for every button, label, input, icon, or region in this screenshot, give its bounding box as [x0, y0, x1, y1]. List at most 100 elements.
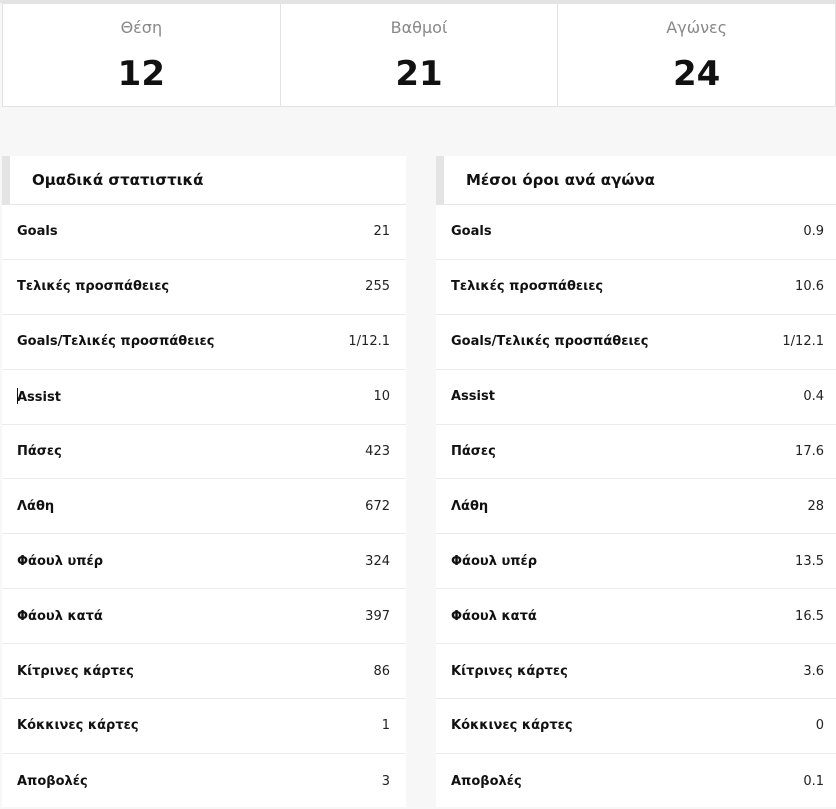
row-value: 0.1 [803, 773, 824, 789]
row-value: 3.6 [803, 663, 824, 679]
row-label-text: Λάθη [451, 498, 489, 514]
row-value: 13.5 [795, 553, 824, 569]
table-row: Goals/Τελικές προσπάθειες 1/12.1 [436, 315, 836, 370]
row-label-text: Assist [17, 390, 61, 406]
table-row: Τελικές προσπάθειες 10.6 [436, 260, 836, 315]
row-label: Κόκκινες κάρτες [451, 718, 573, 733]
row-value: 255 [365, 279, 390, 295]
table-row: Λάθη 28 [436, 479, 836, 535]
row-label: Πάσες [451, 444, 496, 459]
row-value: 672 [365, 498, 390, 514]
row-value: 0 [815, 718, 824, 734]
table-row: Κόκκινες κάρτες 0 [436, 699, 836, 754]
row-label: Φάουλ υπέρ [17, 554, 103, 569]
row-label: Αποβολές [451, 774, 522, 789]
row-value: 17.6 [795, 444, 824, 459]
table-row: Αποβολές 0.1 [436, 754, 836, 809]
row-label: Assist [17, 388, 61, 405]
stat-label: Θέση [120, 18, 163, 37]
table-row: Φάουλ κατά 397 [2, 589, 406, 645]
row-label: Goals [17, 224, 58, 239]
row-label: Λάθη [451, 499, 488, 514]
row-label-text: Goals/Τελικές προσπάθειες [451, 334, 649, 350]
row-label: Φάουλ υπέρ [451, 554, 537, 569]
stat-label: Αγώνες [666, 18, 728, 37]
row-label-text: Πάσες [451, 444, 496, 459]
averages-panel: Μέσοι όροι ανά αγώνα Goals 0.9 Τελικές προ… [436, 156, 836, 807]
table-row: Αποβολές 3 [2, 754, 406, 809]
table-row: Assist 10 [2, 370, 406, 425]
table-row: Goals/Τελικές προσπάθειες 1/12.1 [2, 315, 406, 370]
row-value: 423 [365, 444, 390, 459]
row-value: 10 [373, 389, 390, 405]
row-label: Goals/Τελικές προσπάθειες [17, 334, 214, 349]
table-row: Φάουλ υπέρ 13.5 [436, 534, 836, 590]
row-label-text: Κίτρινες κάρτες [17, 663, 134, 679]
row-label: Assist [451, 389, 495, 404]
table-row: Πάσες 423 [2, 425, 406, 480]
table-row: Goals 21 [2, 205, 406, 260]
row-label: Goals/Τελικές προσπάθειες [451, 334, 648, 349]
row-label: Φάουλ κατά [451, 609, 537, 624]
row-value: 0.4 [803, 389, 824, 405]
row-value: 0.9 [803, 224, 824, 240]
row-value: 1/12.1 [348, 334, 390, 350]
summary-matches: Αγώνες 24 [558, 4, 835, 106]
row-label-text: Λάθη [17, 498, 55, 514]
row-label: Τελικές προσπάθειες [17, 279, 169, 294]
table-row: Goals 0.9 [436, 205, 836, 260]
row-value: 3 [381, 773, 390, 789]
table-row: Assist 0.4 [436, 370, 836, 425]
row-label-text: Αποβολές [17, 773, 88, 789]
row-value: 86 [373, 663, 390, 679]
panel-title: Ομαδικά στατιστικά [2, 156, 406, 205]
row-label: Goals [451, 224, 492, 239]
row-label: Λάθη [17, 499, 54, 514]
row-label-text: Κόκκινες κάρτες [17, 718, 139, 734]
row-value: 1 [381, 718, 390, 734]
row-label: Φάουλ κατά [17, 609, 103, 624]
row-label-text: Αποβολές [451, 773, 522, 789]
row-label: Κίτρινες κάρτες [451, 664, 568, 679]
row-label-text: Goals [451, 224, 492, 240]
text-cursor [17, 388, 18, 405]
table-row: Κίτρινες κάρτες 3.6 [436, 644, 836, 700]
row-label-text: Assist [451, 389, 495, 405]
stat-label: Βαθμοί [390, 18, 448, 37]
summary-bar: Θέση 12 Βαθμοί 21 Αγώνες 24 [2, 3, 836, 107]
row-label: Πάσες [17, 444, 62, 459]
row-label-text: Φάουλ κατά [451, 608, 537, 624]
top-divider [0, 0, 836, 3]
table-row: Κίτρινες κάρτες 86 [2, 644, 406, 700]
row-value: 324 [365, 553, 390, 569]
row-label: Αποβολές [17, 774, 88, 789]
row-label-text: Κίτρινες κάρτες [451, 663, 568, 679]
row-label-text: Κόκκινες κάρτες [451, 718, 573, 734]
table-row: Λάθη 672 [2, 479, 406, 535]
row-label-text: Φάουλ υπέρ [17, 553, 104, 569]
row-value: 397 [365, 608, 390, 624]
row-label: Τελικές προσπάθειες [451, 279, 603, 294]
table-row: Φάουλ κατά 16.5 [436, 589, 836, 645]
row-value: 10.6 [795, 279, 824, 295]
panel-title: Μέσοι όροι ανά αγώνα [436, 156, 836, 205]
table-row: Κόκκινες κάρτες 1 [2, 699, 406, 754]
row-label-text: Goals/Τελικές προσπάθειες [17, 334, 215, 350]
table-row: Φάουλ υπέρ 324 [2, 534, 406, 590]
row-label-text: Τελικές προσπάθειες [451, 279, 604, 295]
row-label: Κόκκινες κάρτες [17, 718, 139, 733]
row-value: 21 [373, 224, 390, 240]
row-label-text: Φάουλ κατά [17, 608, 103, 624]
row-label-text: Πάσες [17, 444, 62, 459]
stat-value: 12 [117, 54, 165, 94]
stat-value: 24 [673, 54, 721, 94]
table-row: Τελικές προσπάθειες 255 [2, 260, 406, 315]
row-value: 16.5 [795, 608, 824, 624]
row-value: 28 [807, 498, 824, 514]
row-label-text: Φάουλ υπέρ [451, 553, 538, 569]
summary-points: Βαθμοί 21 [281, 4, 559, 106]
table-row: Πάσες 17.6 [436, 425, 836, 480]
row-label-text: Τελικές προσπάθειες [17, 279, 170, 295]
team-stats-panel: Ομαδικά στατιστικά Goals 21 Τελικές προσπά… [2, 156, 406, 807]
stat-value: 21 [395, 54, 443, 94]
